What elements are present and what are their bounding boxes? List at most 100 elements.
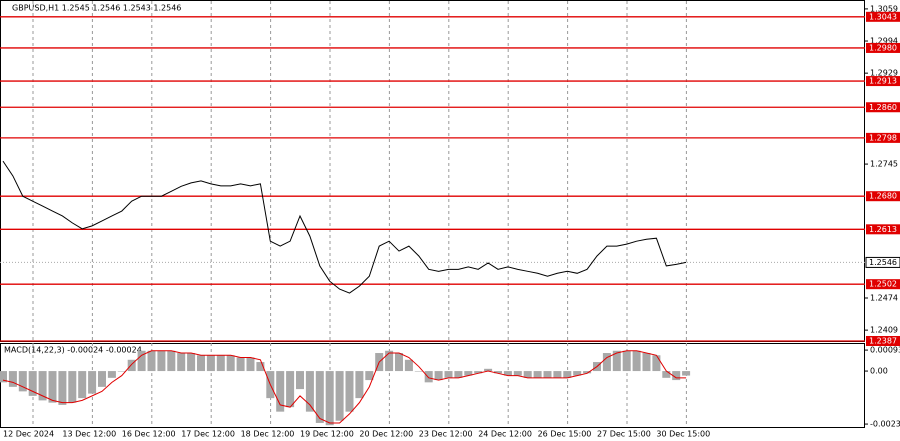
- price-title: GBPUSD,H1 1.2545 1.2546 1.2543 1.2546: [12, 4, 181, 13]
- macd-bar: [236, 357, 245, 372]
- macd-bar: [612, 350, 621, 372]
- macd-bar: [325, 371, 334, 426]
- macd-bar: [68, 371, 77, 403]
- macd-bar: [18, 371, 27, 392]
- x-tick-label: 16 Dec 12:00: [122, 430, 176, 439]
- macd-bar: [206, 355, 215, 372]
- signal-line: [2, 350, 687, 424]
- level-tag: [866, 279, 900, 290]
- macd-frame: [0, 343, 865, 428]
- macd-bar: [652, 355, 661, 372]
- macd-bar: [48, 371, 57, 403]
- macd-bar: [365, 371, 374, 381]
- macd-bar: [662, 371, 671, 378]
- macd-bar: [296, 371, 304, 390]
- level-label: 1.2913: [869, 77, 897, 86]
- x-tick-label: 18 Dec 12:00: [241, 430, 295, 439]
- level-tag: [866, 336, 900, 346]
- macd-bar: [503, 371, 512, 376]
- y-tick-label: 0.00: [870, 367, 888, 376]
- macd-bar: [563, 371, 572, 378]
- macd-bar: [137, 350, 146, 372]
- level-label: 1.2980: [869, 43, 897, 52]
- macd-bar: [682, 371, 691, 376]
- level-tag: [866, 11, 900, 22]
- last-price-tag: [865, 256, 900, 268]
- macd-bar: [78, 371, 87, 399]
- macd-bar: [533, 371, 542, 378]
- macd-bar: [98, 371, 106, 387]
- level-label: 1.2613: [869, 225, 897, 234]
- level-label: 1.2387: [869, 337, 897, 346]
- y-tick-label: -0.00235: [870, 420, 900, 429]
- macd-bar: [88, 371, 97, 394]
- macd-bar: [543, 371, 552, 378]
- price-frame: [0, 0, 865, 342]
- macd-bar: [0, 371, 7, 383]
- y-tick-label: 1.2409: [870, 326, 898, 335]
- level-tag: [866, 76, 900, 87]
- macd-bar: [335, 371, 344, 421]
- macd-bar: [315, 371, 324, 423]
- y-tick-label: 1.2745: [870, 160, 898, 169]
- macd-bar: [395, 353, 403, 372]
- macd-bar: [187, 353, 196, 372]
- macd-bar: [28, 371, 37, 396]
- level-label: 1.2502: [869, 280, 897, 289]
- macd-bar: [216, 355, 225, 372]
- x-tick-label: 17 Dec 12:00: [181, 430, 235, 439]
- macd-bar: [622, 350, 631, 372]
- level-tag: [866, 102, 900, 113]
- macd-bar: [523, 371, 532, 378]
- x-tick-label: 20 Dec 12:00: [359, 430, 413, 439]
- x-tick-label: 23 Dec 12:00: [419, 430, 473, 439]
- macd-bar: [305, 371, 314, 412]
- y-tick-label: 0.00093: [870, 346, 900, 355]
- macd-bar: [553, 371, 562, 378]
- x-tick-label: 19 Dec 12:00: [300, 430, 354, 439]
- macd-bar: [226, 355, 235, 372]
- macd-bar: [385, 350, 394, 372]
- macd-bar: [444, 371, 453, 378]
- level-tag: [866, 42, 900, 53]
- level-label: 1.2680: [869, 192, 897, 201]
- x-tick-label: 27 Dec 15:00: [597, 430, 651, 439]
- level-tag: [866, 191, 900, 202]
- x-tick-label: 30 Dec 15:00: [656, 430, 710, 439]
- macd-bar: [404, 359, 413, 372]
- level-label: 1.2798: [869, 133, 897, 142]
- macd-bar: [672, 371, 681, 381]
- level-tag: [866, 224, 900, 235]
- macd-bar: [573, 371, 582, 376]
- x-tick-label: 24 Dec 12:00: [478, 430, 532, 439]
- macd-bar: [464, 371, 473, 376]
- macd-bar: [494, 371, 502, 374]
- macd-bar: [474, 371, 483, 374]
- macd-bar: [117, 371, 126, 372]
- last-price-label: 1.2546: [869, 258, 897, 267]
- macd-bar: [177, 353, 186, 372]
- macd-bar: [127, 359, 136, 372]
- x-tick-label: 12 Dec 2024: [3, 430, 54, 439]
- macd-bar: [484, 368, 493, 372]
- macd-bar: [286, 371, 295, 408]
- y-tick-label: 1.2994: [870, 37, 898, 46]
- macd-bar: [424, 371, 433, 383]
- macd-bar: [147, 350, 156, 372]
- macd-bar: [434, 371, 443, 381]
- macd-bar: [345, 371, 354, 412]
- macd-bar: [355, 371, 364, 399]
- macd-bar: [8, 371, 17, 387]
- macd-bar: [107, 371, 116, 378]
- macd-bar: [513, 371, 522, 376]
- price-line: [2, 160, 687, 294]
- macd-bar: [414, 371, 423, 372]
- x-tick-label: 13 Dec 12:00: [62, 430, 116, 439]
- macd-bar: [246, 357, 255, 372]
- level-tag: [866, 132, 900, 143]
- x-tick-label: 26 Dec 15:00: [538, 430, 592, 439]
- macd-bar: [157, 350, 166, 372]
- macd-bar: [583, 371, 592, 374]
- y-tick-label: 1.3059: [870, 4, 898, 13]
